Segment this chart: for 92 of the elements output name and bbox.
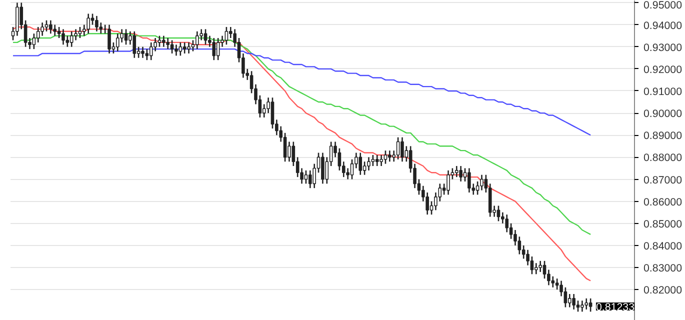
candlestick	[32, 32, 36, 50]
candlestick	[362, 160, 366, 176]
candlestick	[44, 20, 48, 32]
candlestick	[584, 298, 588, 310]
candlestick	[170, 40, 174, 54]
candlestick	[158, 35, 162, 48]
candlestick	[216, 37, 220, 61]
candlestick	[396, 136, 400, 160]
candlestick	[518, 236, 522, 255]
y-tick-label: 0.88000	[644, 152, 682, 164]
candlestick	[36, 26, 40, 44]
candlestick	[380, 154, 383, 167]
candlestick	[350, 158, 354, 180]
y-tick-label: 0.95000	[644, 0, 682, 12]
candlestick	[321, 152, 324, 184]
candlestick	[49, 20, 52, 34]
candlestick	[388, 150, 392, 162]
candlestick	[338, 148, 342, 172]
candlestick	[86, 13, 90, 34]
candlestick	[178, 42, 182, 56]
candlestick	[534, 262, 538, 275]
candlestick	[358, 152, 362, 176]
candlestick	[400, 136, 404, 162]
candlestick	[430, 200, 434, 216]
candlestick	[538, 260, 542, 273]
y-tick-label: 0.84000	[644, 240, 682, 252]
candlestick	[95, 15, 98, 32]
y-tick-label: 0.82000	[644, 284, 682, 297]
candlestick	[454, 165, 458, 178]
candlestick	[588, 298, 592, 312]
candlestick	[116, 32, 120, 52]
candlestick	[371, 154, 375, 167]
candlestick	[542, 260, 546, 280]
candlestick	[480, 174, 484, 191]
candlestick	[468, 168, 471, 194]
y-tick-label: 0.89000	[644, 130, 682, 142]
candlestick	[308, 170, 312, 189]
y-tick-label: 0.92000	[644, 64, 682, 76]
candlestick	[204, 28, 208, 46]
candlestick	[224, 26, 228, 46]
candlestick	[141, 46, 144, 59]
y-tick-label: 0.87000	[644, 174, 682, 186]
candlestick	[162, 35, 166, 48]
candlestick	[476, 180, 480, 196]
candlestick	[288, 141, 291, 162]
candlestick	[145, 48, 149, 61]
candlestick	[108, 24, 111, 54]
candlestick	[124, 28, 128, 46]
candlestick	[384, 150, 388, 164]
y-tick-label: 0.93000	[644, 42, 682, 54]
candlestick	[212, 37, 216, 61]
candlestick	[526, 249, 530, 266]
y-tick-label: 0.91000	[644, 86, 682, 98]
y-tick-label: 0.85000	[644, 218, 682, 230]
candlestick	[166, 37, 170, 50]
candlestick	[555, 278, 559, 290]
y-tick-label: 0.90000	[644, 108, 682, 120]
candlestick	[568, 293, 572, 308]
candlestick	[283, 132, 287, 162]
text: 0.81233	[596, 302, 635, 314]
candlestick	[576, 300, 580, 312]
candlestick	[90, 13, 94, 26]
candlestick	[514, 229, 517, 246]
candlestick	[509, 222, 513, 240]
candlestick	[270, 96, 274, 130]
candlestick	[459, 165, 462, 182]
candlestick	[530, 256, 534, 275]
candlestick	[304, 170, 308, 184]
candlestick	[66, 35, 70, 48]
candlestick	[547, 269, 550, 286]
candlestick	[505, 214, 509, 233]
y-tick-label: 0.83000	[644, 262, 682, 275]
candlestick	[174, 44, 178, 56]
candlestick	[53, 24, 57, 36]
candlestick	[62, 28, 65, 46]
candlestick	[375, 154, 379, 167]
candlestick	[182, 42, 186, 54]
candlestick	[70, 30, 74, 48]
candlestick	[367, 156, 370, 172]
y-tick-label: 0.86000	[644, 196, 682, 208]
y-tick-label: 0.94000	[644, 20, 682, 32]
candlestick	[196, 30, 199, 50]
candlestick	[187, 42, 190, 54]
candlestick	[132, 30, 136, 59]
candlestick	[580, 300, 584, 312]
candlestick	[572, 293, 576, 310]
candlestick	[191, 40, 195, 52]
candlestick	[78, 26, 82, 39]
candlestick	[564, 286, 568, 308]
candlestick	[149, 42, 153, 61]
candlestick	[57, 26, 61, 39]
candlestick	[446, 170, 450, 196]
